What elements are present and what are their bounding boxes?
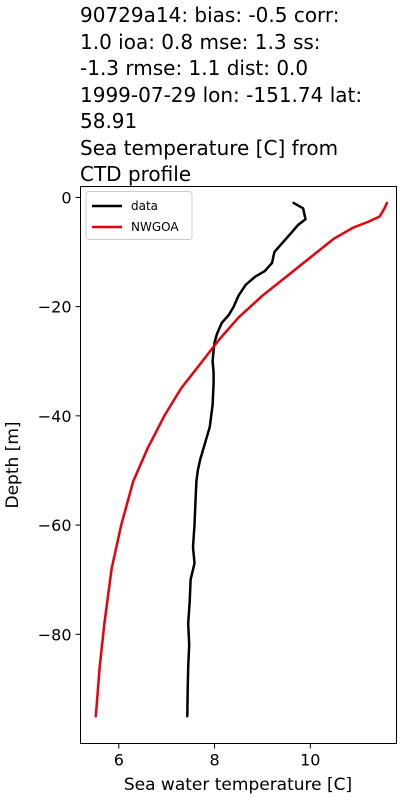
- title-line: CTD profile: [80, 162, 192, 186]
- legend: data NWGOA: [85, 191, 193, 240]
- series-line-nwgoa: [94, 201, 389, 718]
- title-line: 1999-07-29 lon: -151.74 lat:: [80, 82, 363, 107]
- y-axis-label: Depth [m]: [3, 421, 23, 508]
- x-tick-label: 8: [209, 751, 219, 770]
- legend-label-data: data: [131, 199, 158, 213]
- y-tick-label: −20: [38, 298, 72, 317]
- x-tick-label: 6: [114, 751, 124, 770]
- y-tick-label: −80: [38, 625, 72, 644]
- y-tick-label: 0: [61, 188, 71, 207]
- title-line: 58.91: [80, 109, 138, 133]
- legend-label-nwgoa: NWGOA: [131, 220, 179, 234]
- chart-title: 90729a14: bias: -0.5 corr: 1.0 ioa: 0.8 m…: [80, 2, 396, 188]
- title-line: Sea temperature [C] from: [80, 135, 339, 160]
- title-line: 90729a14: bias: -0.5 corr:: [80, 3, 340, 27]
- title-line: 1.0 ioa: 0.8 mse: 1.3 ss:: [80, 29, 321, 54]
- title-line: -1.3 rmse: 1.1 dist: 0.0: [80, 56, 309, 80]
- series-layer: [94, 201, 389, 718]
- plot-frame: [80, 186, 397, 744]
- x-axis-label: Sea water temperature [C]: [124, 775, 352, 795]
- series-line-data: [186, 201, 307, 718]
- y-tick-label: −60: [38, 516, 72, 535]
- y-tick-label: −40: [38, 407, 72, 426]
- x-tick-label: 10: [300, 751, 320, 770]
- ticks-layer: 6 8 10 0 −20 −40 −60 −80: [38, 188, 321, 769]
